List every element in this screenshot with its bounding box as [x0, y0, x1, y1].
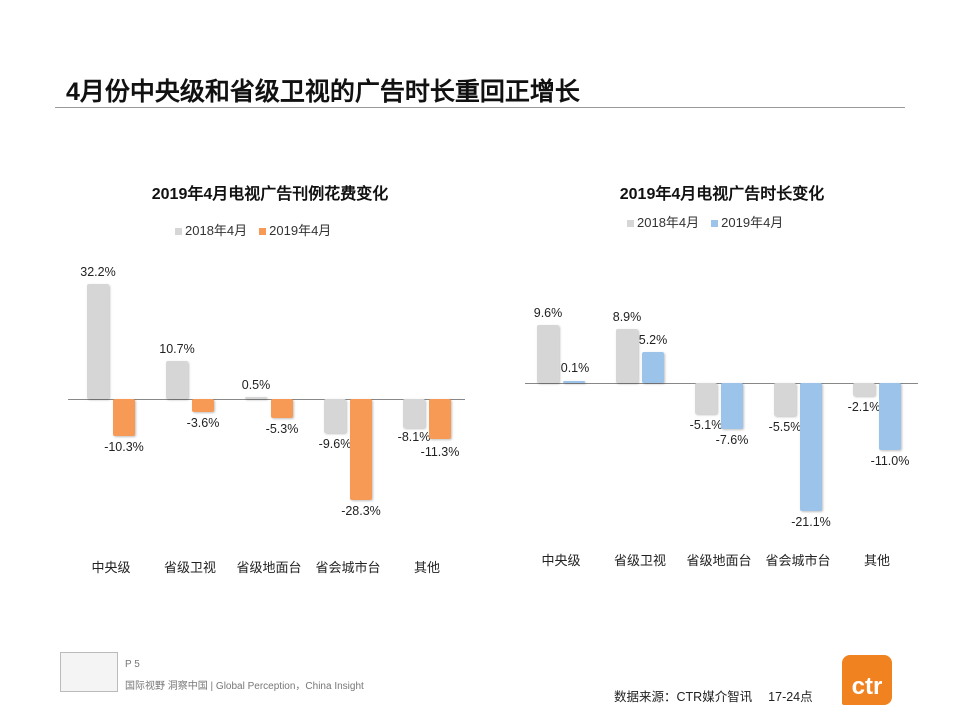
data-label: -5.3% — [265, 421, 299, 436]
legend-label: 2018年4月 — [637, 215, 700, 230]
data-label: -21.1% — [791, 514, 831, 529]
category-label: 其他 — [863, 553, 891, 568]
legend-swatch — [627, 220, 634, 228]
category-label: 省会城市台 — [765, 553, 831, 568]
bar — [429, 399, 451, 440]
data-source: 数据来源：CTR媒介智讯 17-24点 — [614, 690, 813, 704]
data-label: 10.7% — [159, 341, 195, 356]
bar — [853, 383, 875, 396]
data-label: 0.5% — [241, 378, 271, 392]
legend-item: 2018年4月 — [627, 212, 699, 231]
certification-logo — [60, 652, 118, 692]
bar — [166, 360, 188, 399]
bar — [192, 399, 214, 412]
bar — [721, 383, 743, 429]
category-label: 省级卫视 — [613, 553, 667, 568]
legend-item: 2019年4月 — [259, 220, 331, 239]
data-label: 5.2% — [638, 332, 668, 347]
data-label: 8.9% — [612, 310, 642, 325]
bar — [245, 397, 267, 399]
bar — [642, 351, 664, 383]
legend-item: 2019年4月 — [711, 212, 783, 231]
bar — [616, 329, 638, 383]
data-label: -10.3% — [104, 439, 144, 454]
bar — [350, 399, 372, 501]
legend: 2018年4月 2019年4月 — [175, 220, 331, 239]
bar — [774, 383, 796, 417]
legend-swatch — [175, 228, 182, 236]
category-label: 其他 — [413, 560, 441, 575]
legend: 2018年4月 2019年4月 — [627, 212, 783, 231]
title-divider — [55, 107, 905, 108]
category-label: 省会城市台 — [315, 560, 381, 575]
data-label: -5.1% — [689, 417, 723, 432]
data-label: -3.6% — [186, 415, 220, 430]
data-label: -7.6% — [715, 432, 749, 447]
data-label: -8.1% — [397, 429, 431, 444]
data-label: 0.1% — [560, 361, 590, 375]
bar — [113, 399, 135, 436]
data-label: -11.0% — [870, 453, 910, 468]
category-label: 省级地面台 — [236, 560, 302, 575]
chart-title: 2019年4月电视广告时长变化 — [619, 186, 825, 203]
data-label: -11.3% — [420, 445, 460, 460]
legend-label: 2019年4月 — [269, 223, 332, 238]
data-label: 32.2% — [80, 265, 116, 280]
data-label: -5.5% — [768, 420, 802, 435]
legend-label: 2018年4月 — [185, 223, 248, 238]
page-title: 4月份中央级和省级卫视的广告时长重回正增长 — [66, 78, 580, 106]
bar — [879, 383, 901, 450]
footer: P 5 国际视野 洞察中国 | Global Perception，China … — [125, 654, 364, 698]
slogan: 国际视野 洞察中国 | Global Perception，China Insi… — [125, 681, 364, 692]
category-label: 省级卫视 — [163, 560, 217, 575]
category-label: 中央级 — [91, 560, 131, 575]
data-label: -2.1% — [847, 399, 881, 414]
bar — [271, 399, 293, 418]
ctr-logo: ctr — [842, 655, 892, 705]
page-number: P 5 — [125, 659, 140, 670]
bar — [87, 284, 109, 399]
legend-item: 2018年4月 — [175, 220, 247, 239]
legend-label: 2019年4月 — [721, 215, 784, 230]
category-label: 省级地面台 — [686, 553, 752, 568]
bar — [403, 399, 425, 428]
bar — [324, 399, 346, 434]
zero-axis — [68, 399, 465, 400]
legend-swatch — [711, 220, 719, 228]
legend-swatch — [259, 228, 267, 236]
data-label: 9.6% — [533, 305, 563, 320]
bar — [695, 383, 717, 414]
data-label: -9.6% — [318, 437, 352, 452]
bar — [800, 383, 822, 511]
chart-title: 2019年4月电视广告刊例花费变化 — [151, 186, 389, 203]
bar — [537, 324, 559, 383]
bar — [563, 381, 585, 383]
data-label: -28.3% — [341, 504, 381, 519]
category-label: 中央级 — [541, 553, 581, 568]
